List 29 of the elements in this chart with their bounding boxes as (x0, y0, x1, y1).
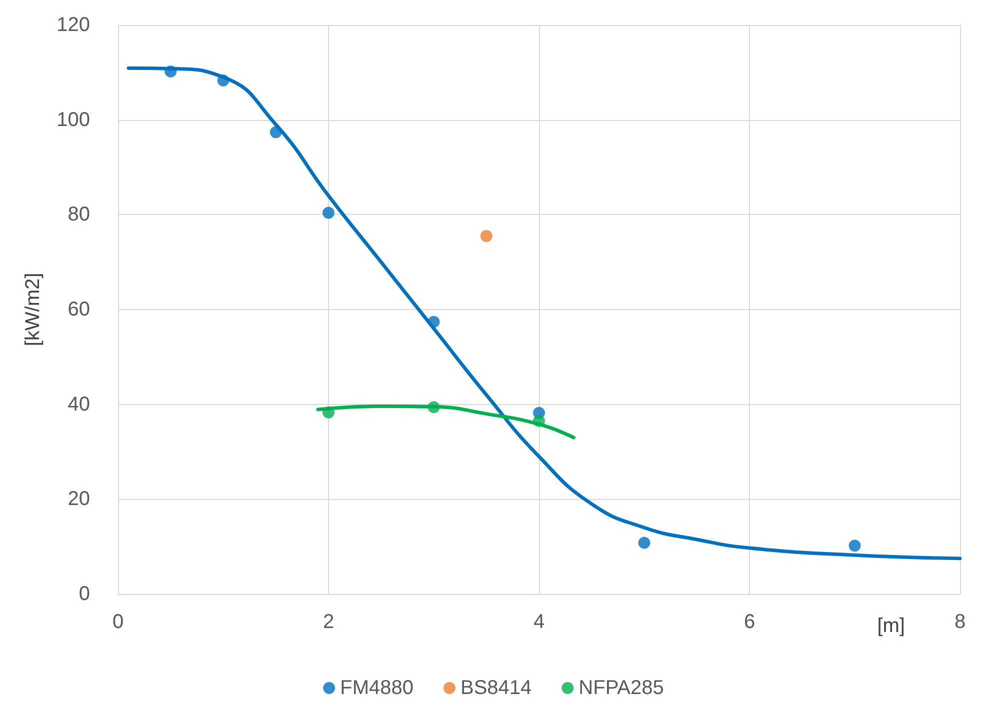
y-tick-label: 40 (68, 393, 90, 416)
x-tick-label: 0 (112, 611, 124, 633)
point (217, 74, 230, 86)
y-tick-label: 80 (68, 204, 90, 226)
point (164, 65, 177, 78)
y-tick-label: 0 (78, 583, 90, 605)
y-axis-title: [kW/m2] (22, 272, 44, 346)
y-tick-label: 100 (56, 108, 90, 131)
x-tick-label: 6 (744, 611, 756, 633)
x-tick-label: 8 (954, 611, 966, 633)
legend-label: NFPA285 (578, 677, 664, 699)
x-tick-label: 2 (322, 611, 334, 633)
point (322, 406, 334, 418)
point (638, 536, 650, 549)
point (428, 401, 440, 414)
y-tick-label: 120 (56, 14, 90, 36)
point (848, 540, 861, 552)
legend-label: FM4880 (340, 677, 414, 699)
point (322, 206, 334, 219)
y-tick-label: 60 (68, 298, 90, 320)
point (480, 230, 492, 242)
legend-label: BS8414 (460, 677, 532, 699)
x-axis-title: [m] (877, 615, 905, 637)
y-tick-label: 20 (68, 488, 90, 510)
x-tick-label: 4 (533, 611, 545, 633)
line-series (126, 66, 962, 560)
point (533, 414, 545, 427)
point (270, 126, 282, 138)
point (428, 316, 440, 328)
